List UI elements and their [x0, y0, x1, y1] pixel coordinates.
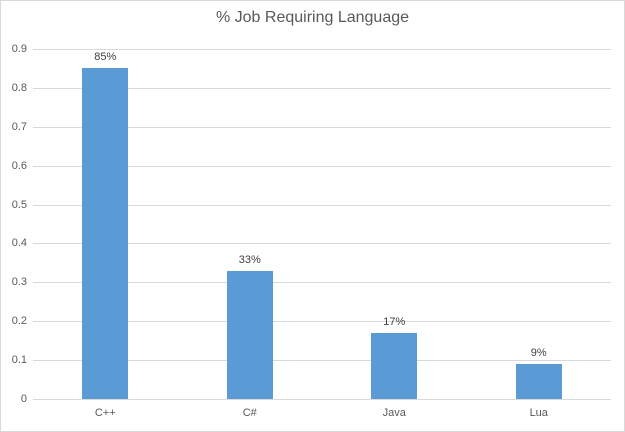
ytick-label-0.5: 0.5 — [11, 198, 27, 211]
ytick-label-0.6: 0.6 — [11, 159, 27, 172]
ytick-label-0.3: 0.3 — [11, 276, 27, 289]
gridline-0.1 — [33, 360, 611, 362]
bar-lua — [515, 364, 562, 399]
gridline-0.8 — [33, 87, 611, 89]
gridline-0.4 — [33, 243, 611, 245]
ytick-label-0.9: 0.9 — [11, 43, 27, 55]
chart-title: % Job Requiring Language — [215, 9, 410, 26]
data-label-c++: 85% — [94, 51, 117, 64]
xtick-label-c#: C# — [242, 407, 257, 419]
ytick-label-0: 0 — [20, 393, 27, 405]
ytick-label-0.1: 0.1 — [11, 354, 27, 367]
xtick-label-c++: C++ — [94, 407, 116, 419]
data-label-java: 17% — [383, 315, 406, 328]
gridline-0.9 — [33, 49, 611, 50]
ytick-label-0.4: 0.4 — [11, 237, 27, 250]
ytick-label-0.2: 0.2 — [11, 315, 27, 328]
data-label-c#: 33% — [238, 253, 261, 266]
xtick-label-lua: Lua — [529, 407, 548, 419]
bar-java — [371, 332, 418, 399]
bar-c++ — [82, 68, 129, 399]
plot-area: 85% 33% 17% 9% — [33, 49, 611, 400]
data-label-lua: 9% — [530, 347, 547, 359]
gridline-0.7 — [33, 126, 611, 128]
x-axis-line — [33, 399, 611, 400]
gridline-0.3 — [33, 282, 611, 284]
ytick-label-0.8: 0.8 — [11, 81, 27, 94]
xtick-label-java: Java — [382, 407, 406, 419]
bar-c# — [226, 270, 273, 399]
gridline-0.5 — [33, 204, 611, 206]
ytick-label-0.7: 0.7 — [11, 120, 27, 133]
gridline-0.2 — [33, 321, 611, 323]
gridline-0.6 — [33, 165, 611, 167]
